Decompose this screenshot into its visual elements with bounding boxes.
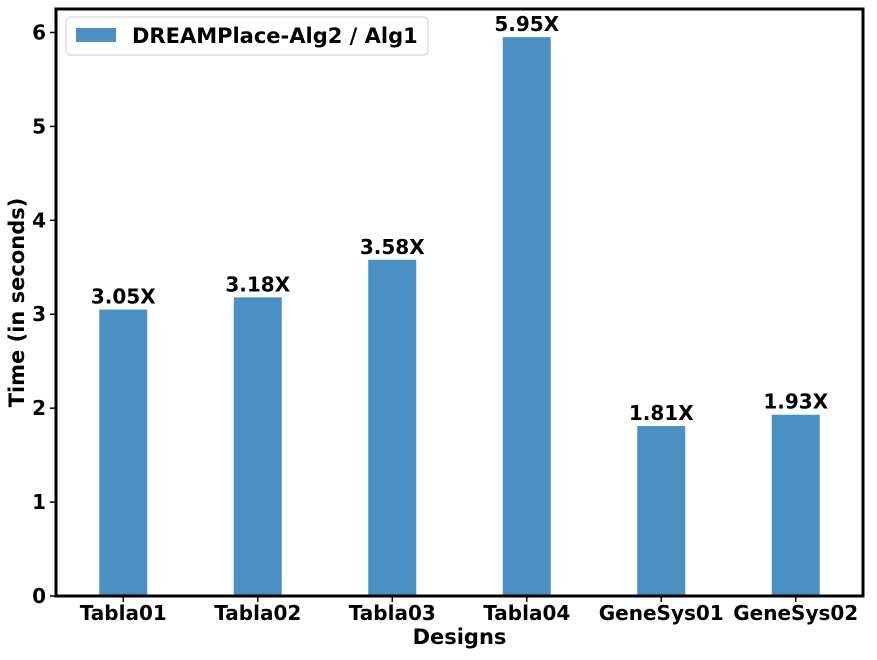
y-axis-ticks: 0 1 2 3 4 5 6: [32, 20, 56, 608]
bar-value-label: 1.81X: [629, 401, 694, 425]
legend: DREAMPlace-Alg2 / Alg1: [65, 16, 429, 56]
bar: [502, 37, 551, 596]
y-tick-label: 0: [32, 584, 46, 608]
y-tick-label: 5: [32, 114, 46, 138]
bars-layer: [99, 37, 820, 596]
y-tick-label: 4: [32, 208, 46, 232]
x-axis-ticks: Tabla01 Tabla02 Tabla03 Tabla04 GeneSys01 Gen…: [80, 596, 858, 625]
bar-value-label: 3.05X: [91, 285, 156, 309]
y-tick-label: 3: [32, 302, 46, 326]
bar: [99, 309, 148, 596]
bar-value-label: 5.95X: [494, 12, 559, 36]
bar-value-label: 3.58X: [360, 235, 425, 259]
bar-value-label: 1.93X: [763, 390, 828, 414]
y-tick-label: 2: [32, 396, 46, 420]
x-tick-label: Tabla04: [483, 601, 570, 625]
bar: [368, 259, 417, 596]
legend-box: [65, 16, 429, 56]
legend-swatch: [76, 28, 116, 42]
bar-value-label: 3.18X: [225, 272, 290, 296]
x-tick-label: GeneSys01: [599, 601, 724, 625]
plot-frame: [54, 7, 865, 598]
x-tick-label: GeneSys02: [733, 601, 858, 625]
x-axis-label: Designs: [413, 625, 507, 649]
bar: [637, 426, 686, 596]
x-tick-label: Tabla03: [349, 601, 436, 625]
legend-label: DREAMPlace-Alg2 / Alg1: [132, 24, 418, 48]
bar: [233, 297, 282, 596]
y-tick-label: 1: [32, 490, 46, 514]
x-tick-label: Tabla02: [214, 601, 301, 625]
bar-labels-layer: 3.05X 3.18X 3.58X 5.95X 1.81X 1.93X: [91, 12, 829, 425]
y-axis-label: Time (in seconds): [5, 198, 29, 408]
y-tick-label: 6: [32, 20, 46, 44]
bar: [771, 414, 820, 596]
x-tick-label: Tabla01: [80, 601, 167, 625]
